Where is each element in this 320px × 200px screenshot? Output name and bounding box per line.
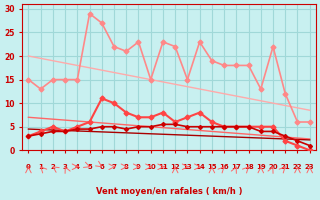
X-axis label: Vent moyen/en rafales ( km/h ): Vent moyen/en rafales ( km/h )	[96, 187, 242, 196]
